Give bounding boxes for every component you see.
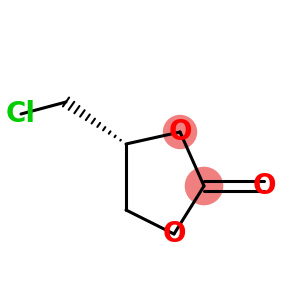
Circle shape xyxy=(164,116,196,148)
Text: O: O xyxy=(162,220,186,248)
Circle shape xyxy=(185,167,223,205)
Text: Cl: Cl xyxy=(6,100,36,128)
Text: O: O xyxy=(168,118,192,146)
Text: O: O xyxy=(252,172,276,200)
